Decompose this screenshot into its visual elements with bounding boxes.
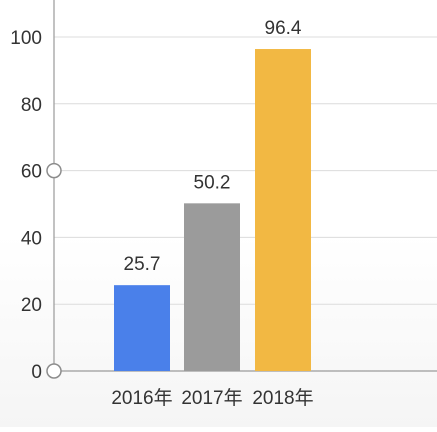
x-tick-label: 2017年 bbox=[181, 387, 242, 409]
x-tick-label: 2018年 bbox=[252, 387, 313, 409]
axis-range-handle[interactable] bbox=[46, 363, 62, 379]
y-tick-label: 20 bbox=[21, 295, 42, 316]
bar-2017[interactable] bbox=[184, 203, 240, 371]
bar-2018[interactable] bbox=[255, 49, 311, 372]
bar-2016[interactable] bbox=[114, 285, 170, 371]
y-tick-label: 60 bbox=[21, 162, 42, 183]
y-tick-label: 0 bbox=[31, 362, 42, 383]
data-label: 25.7 bbox=[124, 254, 161, 275]
range-handles[interactable] bbox=[46, 162, 62, 379]
y-tick-label: 100 bbox=[10, 28, 42, 49]
data-label: 50.2 bbox=[194, 172, 231, 193]
y-tick-label: 80 bbox=[21, 95, 42, 116]
y-tick-label: 40 bbox=[21, 228, 42, 249]
x-tick-label: 2016年 bbox=[111, 387, 172, 409]
axis-range-handle[interactable] bbox=[46, 162, 62, 179]
data-labels: 25.7 50.2 96.4 bbox=[124, 18, 302, 275]
bars bbox=[114, 49, 311, 372]
gridlines bbox=[54, 36, 437, 305]
y-axis-ticks: 0 20 40 60 80 100 bbox=[10, 28, 42, 383]
axes bbox=[53, 0, 437, 372]
data-label: 96.4 bbox=[265, 18, 302, 39]
x-axis-ticks: 2016年 2017年 2018年 bbox=[111, 387, 313, 409]
